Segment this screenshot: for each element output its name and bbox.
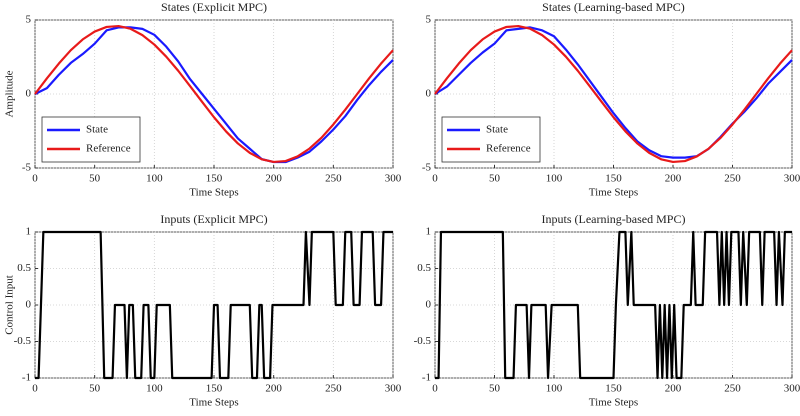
y-tick-label: -1 [22, 372, 31, 384]
legend-label: Reference [486, 143, 531, 155]
y-tick-label: -0.5 [14, 335, 32, 347]
series-line [35, 230, 393, 380]
chart-title: Inputs (Learning-based MPC) [542, 212, 686, 226]
x-tick-label: 250 [325, 383, 342, 395]
x-axis-label: Time Steps [189, 397, 238, 409]
y-tick-label: -0.5 [414, 335, 432, 347]
y-axis-label: Amplitude [4, 70, 16, 117]
chart-title: Inputs (Explicit MPC) [160, 212, 267, 226]
x-axis-label: Time Steps [189, 187, 238, 199]
chart-title: States (Learning-based MPC) [542, 0, 685, 14]
x-tick-label: 0 [32, 173, 38, 185]
x-tick-label: 0 [432, 383, 438, 395]
x-tick-label: 300 [385, 173, 402, 185]
x-axis-label: Time Steps [589, 187, 638, 199]
y-tick-label: 5 [26, 14, 32, 26]
series-line [34, 26, 394, 164]
x-tick-label: 150 [605, 173, 622, 185]
series-line [34, 24, 394, 164]
y-tick-label: 1 [26, 226, 32, 238]
y-tick-label: 0.5 [17, 262, 31, 274]
legend: State Reference [41, 116, 141, 163]
x-tick-label: 100 [546, 383, 563, 395]
x-tick-label: 50 [489, 383, 501, 395]
x-tick-label: 200 [265, 383, 282, 395]
x-tick-label: 250 [325, 173, 342, 185]
x-tick-label: 100 [146, 173, 163, 185]
legend-box [41, 116, 141, 163]
x-tick-label: 0 [432, 173, 438, 185]
y-tick-label: -5 [422, 162, 432, 174]
y-tick-label: 0.5 [417, 262, 431, 274]
y-tick-label: 5 [426, 14, 432, 26]
x-axis-label: Time Steps [589, 397, 638, 409]
legend: State Reference [441, 116, 541, 163]
series-line [435, 230, 792, 380]
x-tick-label: 100 [146, 383, 163, 395]
x-tick-label: 50 [89, 173, 101, 185]
x-tick-label: 200 [665, 383, 682, 395]
series-line [434, 24, 793, 164]
y-tick-label: 1 [426, 226, 432, 238]
x-tick-label: 50 [489, 173, 501, 185]
x-tick-label: 250 [724, 173, 741, 185]
y-tick-label: 0 [426, 299, 432, 311]
legend-label: State [486, 124, 508, 136]
y-tick-label: 0 [26, 88, 32, 100]
x-tick-label: 150 [206, 173, 223, 185]
x-tick-label: 300 [784, 173, 800, 185]
x-tick-label: 100 [546, 173, 563, 185]
x-tick-label: 300 [385, 383, 402, 395]
x-tick-label: 0 [32, 383, 38, 395]
x-tick-label: 150 [605, 383, 622, 395]
x-tick-label: 150 [206, 383, 223, 395]
legend-label: Reference [86, 143, 131, 155]
legend-label: State [86, 124, 108, 136]
y-tick-label: 0 [26, 299, 32, 311]
y-axis-label: Control Input [4, 275, 16, 335]
y-tick-label: -1 [422, 372, 431, 384]
x-tick-label: 200 [265, 173, 282, 185]
x-tick-label: 250 [724, 383, 741, 395]
x-tick-label: 200 [665, 173, 682, 185]
legend-box [441, 116, 541, 163]
y-tick-label: 0 [426, 88, 432, 100]
x-tick-label: 50 [89, 383, 101, 395]
y-tick-label: -5 [22, 162, 32, 174]
x-tick-label: 300 [784, 383, 800, 395]
chart-title: States (Explicit MPC) [161, 0, 267, 14]
